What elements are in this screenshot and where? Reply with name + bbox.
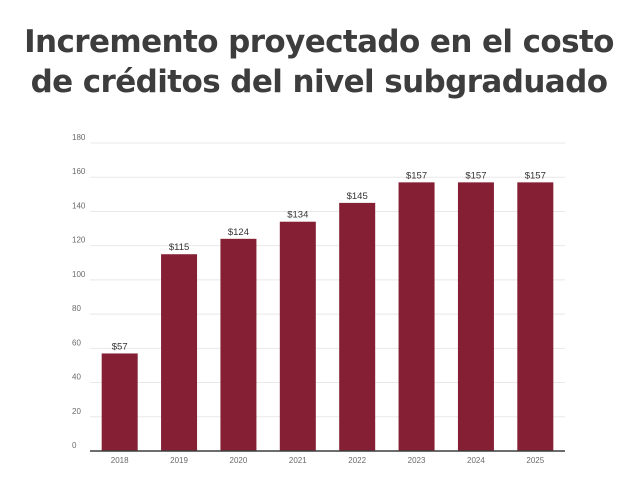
chart-title-line-1: Incremento proyectado en el costo bbox=[24, 24, 614, 60]
y-tick-label: 140 bbox=[72, 201, 86, 210]
y-tick-label: 80 bbox=[72, 304, 81, 313]
y-tick-label: 40 bbox=[72, 373, 81, 382]
y-tick-label: 100 bbox=[72, 270, 86, 279]
x-tick-label: 2021 bbox=[289, 456, 307, 465]
x-tick-label: 2022 bbox=[348, 456, 366, 465]
data-labels: $57 $115 $124 $134 $145 $157 $157 $157 bbox=[112, 170, 546, 352]
bars bbox=[101, 182, 554, 451]
x-axis-tick-labels: 2018 2019 2020 2021 2022 2023 2024 2025 bbox=[111, 456, 545, 465]
bar bbox=[161, 254, 198, 451]
x-tick-label: 2020 bbox=[230, 456, 248, 465]
y-tick-label: 160 bbox=[72, 167, 86, 176]
data-label: $115 bbox=[169, 242, 189, 253]
x-tick-label: 2024 bbox=[467, 456, 485, 465]
bar bbox=[101, 353, 138, 451]
y-tick-label: 60 bbox=[72, 338, 81, 347]
bar bbox=[220, 238, 257, 451]
bar bbox=[517, 182, 554, 451]
chart-title-line-2: de créditos del nivel subgraduado bbox=[30, 64, 608, 100]
bar bbox=[339, 202, 376, 451]
y-tick-label: 20 bbox=[72, 407, 81, 416]
data-label: $145 bbox=[347, 191, 368, 202]
x-tick-label: 2023 bbox=[408, 456, 426, 465]
data-label: $157 bbox=[465, 170, 486, 181]
bar bbox=[279, 221, 316, 451]
bar bbox=[398, 182, 435, 451]
data-label: $157 bbox=[525, 170, 546, 181]
y-tick-label: 0 bbox=[72, 441, 77, 450]
x-tick-label: 2018 bbox=[111, 456, 129, 465]
x-tick-label: 2025 bbox=[526, 456, 544, 465]
data-label: $157 bbox=[406, 170, 427, 181]
data-label: $124 bbox=[228, 227, 249, 238]
x-tick-label: 2019 bbox=[170, 456, 188, 465]
y-tick-label: 120 bbox=[72, 236, 86, 245]
y-tick-label: 180 bbox=[72, 133, 86, 142]
data-label: $134 bbox=[287, 210, 308, 221]
data-label: $57 bbox=[112, 341, 128, 352]
bar bbox=[457, 182, 494, 451]
y-axis-tick-labels: 0 20 40 60 80 100 120 140 160 180 bbox=[72, 133, 86, 450]
chart-title: Incremento proyectado en el costo de cré… bbox=[0, 22, 638, 102]
